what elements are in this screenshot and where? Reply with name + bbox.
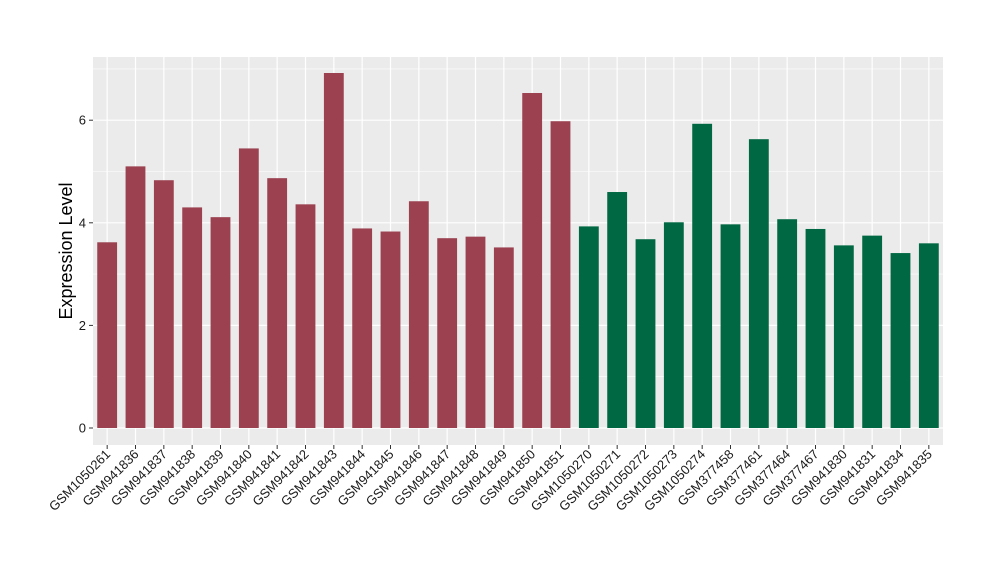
bar-gsm1050261 xyxy=(97,242,118,428)
bar-gsm377458 xyxy=(720,224,741,428)
bar-gsm941849 xyxy=(493,247,514,428)
bar-gsm941848 xyxy=(465,236,486,428)
y-tick-label: 4 xyxy=(79,215,86,230)
bar-gsm941831 xyxy=(862,235,883,429)
bar-gsm941839 xyxy=(210,217,231,428)
bar-gsm941842 xyxy=(295,204,316,428)
bar-gsm1050274 xyxy=(692,123,713,428)
bar-gsm941847 xyxy=(437,238,458,428)
bar-gsm941851 xyxy=(550,121,571,428)
bar-gsm941830 xyxy=(833,245,854,428)
bar-gsm1050271 xyxy=(607,192,628,428)
bar-gsm941843 xyxy=(323,73,344,428)
bar-gsm377461 xyxy=(748,139,769,428)
bar-gsm941836 xyxy=(125,166,146,428)
bar-gsm941845 xyxy=(380,231,401,428)
y-tick-label: 2 xyxy=(79,318,86,333)
bar-gsm941835 xyxy=(918,243,939,428)
bar-gsm941838 xyxy=(182,207,203,428)
y-axis-title: Expression Level xyxy=(56,182,76,319)
minor-gridlines xyxy=(93,68,943,378)
x-axis: GSM1050261GSM941836GSM941837GSM941838GSM… xyxy=(46,445,935,514)
y-tick-label: 6 xyxy=(79,113,86,128)
y-tick-label: 0 xyxy=(79,421,86,436)
bar-gsm941840 xyxy=(238,148,259,429)
bar-gsm941846 xyxy=(408,201,429,428)
bar-gsm1050273 xyxy=(663,222,684,428)
bar-gsm941841 xyxy=(267,178,288,428)
bar-gsm1050270 xyxy=(578,226,599,428)
bar-gsm377467 xyxy=(805,228,826,428)
y-axis: 0 2 4 6 xyxy=(79,113,93,436)
plot-panel xyxy=(93,57,943,445)
bar-gsm941844 xyxy=(352,228,373,428)
bar-gsm377464 xyxy=(777,219,798,428)
bar-gsm941850 xyxy=(522,93,543,428)
bar-gsm1050272 xyxy=(635,239,656,428)
bar-gsm941834 xyxy=(890,253,911,428)
bar-gsm941837 xyxy=(153,180,174,428)
bars xyxy=(97,73,939,429)
